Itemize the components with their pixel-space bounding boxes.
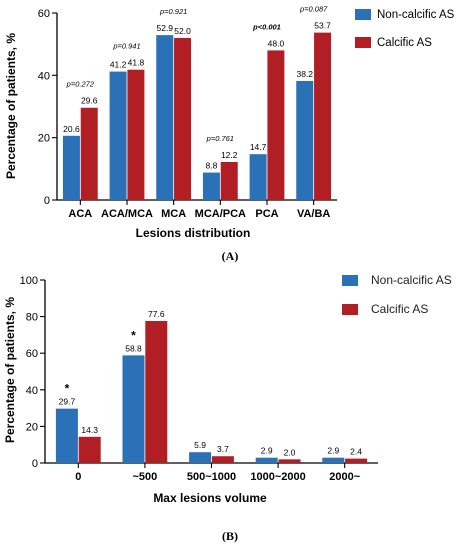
bar-value-label: 52.9 [156, 23, 173, 33]
bar [314, 32, 332, 201]
bar [249, 154, 267, 200]
bar-value-label: 2.0 [284, 447, 296, 457]
significance-star: * [65, 382, 70, 396]
bar-value-label: 52.0 [174, 26, 191, 36]
x-tick-label: VA/BA [297, 208, 330, 220]
x-tick-label: MCA/PCA [195, 208, 246, 220]
bar-value-label: 14.3 [81, 425, 98, 435]
bar [278, 459, 301, 463]
bar [62, 135, 80, 200]
x-tick-label: ACA [68, 208, 92, 220]
x-tick-label: 0 [75, 471, 81, 483]
bar-value-label: 77.6 [148, 309, 165, 319]
p-value-label: p=0.272 [66, 80, 95, 89]
x-axis-title: Max lesions volume [153, 491, 267, 505]
x-tick-label: ~500 [133, 471, 158, 483]
y-axis-title: Percentage of patients, % [3, 297, 17, 443]
y-tick-label: 20 [26, 421, 38, 433]
y-tick-label: 100 [20, 275, 38, 287]
legend-label: Non-calcific AS [371, 273, 452, 287]
bar-value-label: 2.9 [261, 446, 273, 456]
panel-label: (B) [222, 529, 238, 543]
bar [255, 457, 278, 463]
bar-value-label: 41.8 [128, 58, 145, 68]
y-axis-title: Percentage of patients, % [4, 33, 18, 179]
y-tick-label: 60 [26, 348, 38, 360]
x-axis-title: Lesions distribution [136, 226, 251, 240]
bar [145, 320, 168, 463]
bar-value-label: 58.8 [125, 343, 142, 353]
panel-a-chart: 0 20 40 60 ACA 20.6 29.6 p=0.272 ACA/MCA 41.2 41.8… [4, 5, 455, 263]
bar [345, 458, 368, 463]
panel-label: (A) [222, 249, 239, 263]
bar-value-label: 2.4 [350, 447, 362, 457]
y-tick-label: 0 [32, 458, 38, 470]
bar-value-label: 29.6 [81, 96, 98, 106]
p-value-label: p=0.761 [206, 134, 234, 143]
bar [78, 436, 101, 463]
x-tick-label: 2000~ [329, 471, 360, 483]
bar-value-label: 5.9 [194, 440, 206, 450]
bar-value-label: 48.0 [268, 38, 285, 48]
legend-label: Calcific AS [371, 302, 428, 316]
bar [80, 107, 98, 200]
y-tick-label: 80 [26, 312, 38, 324]
bar-value-label: 14.7 [250, 142, 267, 152]
bar [296, 80, 314, 200]
legend-label: Non-calcific AS [377, 9, 455, 21]
bar-value-label: 3.7 [217, 444, 229, 454]
bar [156, 35, 174, 201]
x-tick-label: MCA [161, 208, 186, 220]
bar [202, 172, 220, 200]
x-tick-label: PCA [255, 208, 278, 220]
legend: Non-calcific AS Calcific AS [355, 9, 455, 49]
y-tick-label: 0 [44, 195, 50, 207]
bar-value-label: 2.9 [327, 446, 339, 456]
bar [55, 408, 78, 463]
legend-swatch [355, 37, 371, 48]
x-tick-label: 500~1000 [187, 471, 236, 483]
legend-swatch [342, 304, 358, 315]
legend-swatch [355, 9, 371, 20]
significance-star: * [131, 328, 136, 342]
bar-value-label: 41.2 [110, 60, 127, 70]
bar [122, 355, 145, 463]
panel-b-chart: 0 20 40 60 80 100 0 29.7 14.3 * ~500 58.8 77.6 * 500~1… [3, 273, 452, 543]
bar-value-label: 53.7 [314, 21, 331, 31]
legend-label: Calcific AS [377, 37, 432, 49]
bar-value-label: 8.8 [206, 161, 218, 171]
legend: Non-calcific AS Calcific AS [342, 273, 452, 316]
bar-value-label: 38.2 [296, 69, 313, 79]
p-value-label: p=0.941 [112, 42, 140, 51]
x-tick-label: 1000~2000 [250, 471, 305, 483]
bar [322, 457, 345, 463]
bar [211, 456, 234, 463]
p-value-label: p=0.921 [159, 7, 187, 16]
bar-value-label: 29.7 [59, 397, 76, 407]
y-tick-label: 40 [38, 70, 50, 82]
bar [109, 71, 127, 201]
p-value-label: p<0.001 [252, 22, 281, 31]
p-value-label: p=0.087 [299, 5, 328, 14]
y-tick-label: 60 [38, 8, 50, 20]
bar [174, 37, 192, 200]
bar [267, 50, 285, 201]
x-tick-label: ACA/MCA [101, 208, 153, 220]
bar [189, 452, 212, 463]
legend-swatch [342, 275, 358, 286]
y-tick-label: 20 [38, 133, 50, 145]
bar [127, 69, 145, 201]
y-tick-label: 40 [26, 385, 38, 397]
bar-value-label: 20.6 [63, 124, 80, 134]
bar-value-label: 12.2 [221, 150, 238, 160]
bar [220, 161, 238, 200]
